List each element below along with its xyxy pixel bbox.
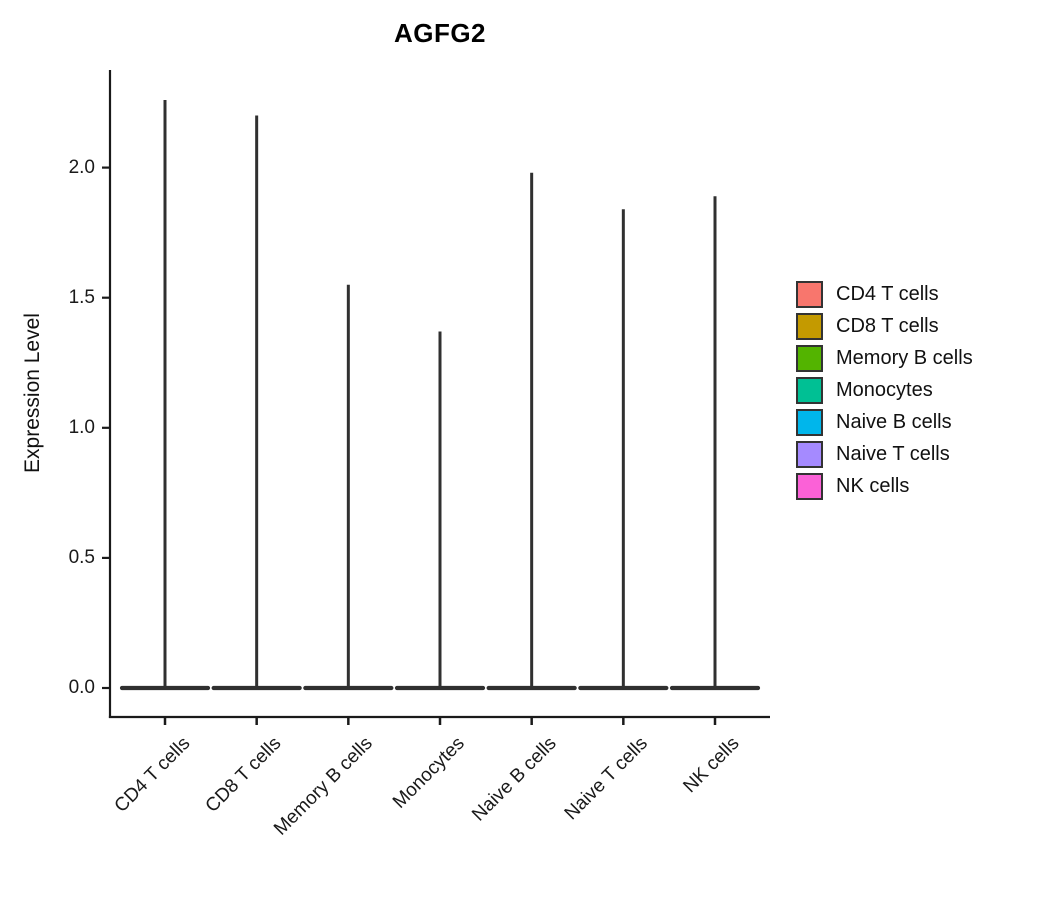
legend-label: NK cells (836, 475, 910, 497)
legend-row: Naive B cells (796, 409, 973, 436)
y-tick-label: 0.5 (68, 546, 95, 568)
legend-swatch (796, 473, 823, 500)
legend-row: CD4 T cells (796, 281, 973, 308)
legend-swatch (796, 409, 823, 436)
y-tick-label: 2.0 (68, 156, 95, 178)
legend-row: Monocytes (796, 377, 973, 404)
legend-swatch (796, 441, 823, 468)
y-tick-label: 0.0 (68, 677, 95, 698)
legend-label: Naive B cells (836, 411, 952, 433)
legend-label: Monocytes (836, 379, 933, 401)
y-tick-label: 1.0 (68, 416, 95, 438)
legend-label: CD4 T cells (836, 283, 939, 305)
legend-swatch (796, 377, 823, 404)
y-axis-label: Expression Level (21, 313, 44, 473)
legend-swatch (796, 313, 823, 340)
legend: CD4 T cells CD8 T cells Memory B cells Mono… (796, 281, 973, 500)
legend-label: Naive T cells (836, 443, 950, 465)
y-tick-label: 1.5 (68, 286, 95, 308)
legend-row: Memory B cells (796, 345, 973, 372)
legend-row: Naive T cells (796, 441, 973, 468)
legend-label: CD8 T cells (836, 315, 939, 337)
legend-row: CD8 T cells (796, 313, 973, 340)
legend-row: NK cells (796, 473, 973, 500)
legend-label: Memory B cells (836, 347, 973, 369)
legend-swatch (796, 281, 823, 308)
legend-swatch (796, 345, 823, 372)
chart-title: AGFG2 (393, 18, 487, 48)
